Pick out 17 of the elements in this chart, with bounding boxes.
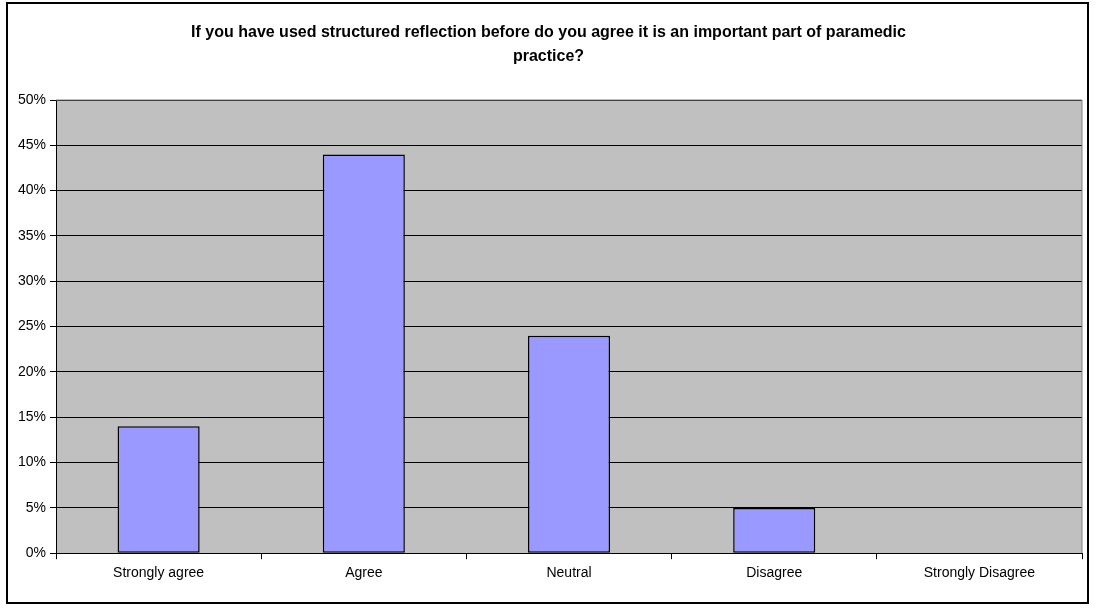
x-tick-label: Neutral	[546, 564, 592, 581]
y-tick-label: 30%	[17, 272, 47, 289]
y-tick-label: 5%	[25, 498, 47, 515]
x-tick-label: Agree	[345, 564, 383, 581]
y-tick-label: 40%	[17, 181, 47, 198]
chart-title: If you have used structured reflection before do you agree it is an important part of paramedic practice?	[190, 22, 907, 66]
x-tick-label: Strongly Disagree	[923, 564, 1036, 581]
y-tick-label: 0%	[25, 544, 47, 561]
y-tick-label: 10%	[17, 453, 47, 470]
y-tick-label: 50%	[17, 90, 47, 107]
x-tick-label: Disagree	[746, 564, 803, 581]
y-tick-label: 25%	[17, 317, 47, 334]
y-tick-label: 35%	[17, 226, 47, 243]
y-tick-label: 15%	[17, 408, 47, 425]
y-tick-label: 20%	[17, 362, 47, 379]
x-tick-label: Strongly agree	[113, 564, 205, 581]
y-tick-label: 45%	[17, 136, 47, 153]
